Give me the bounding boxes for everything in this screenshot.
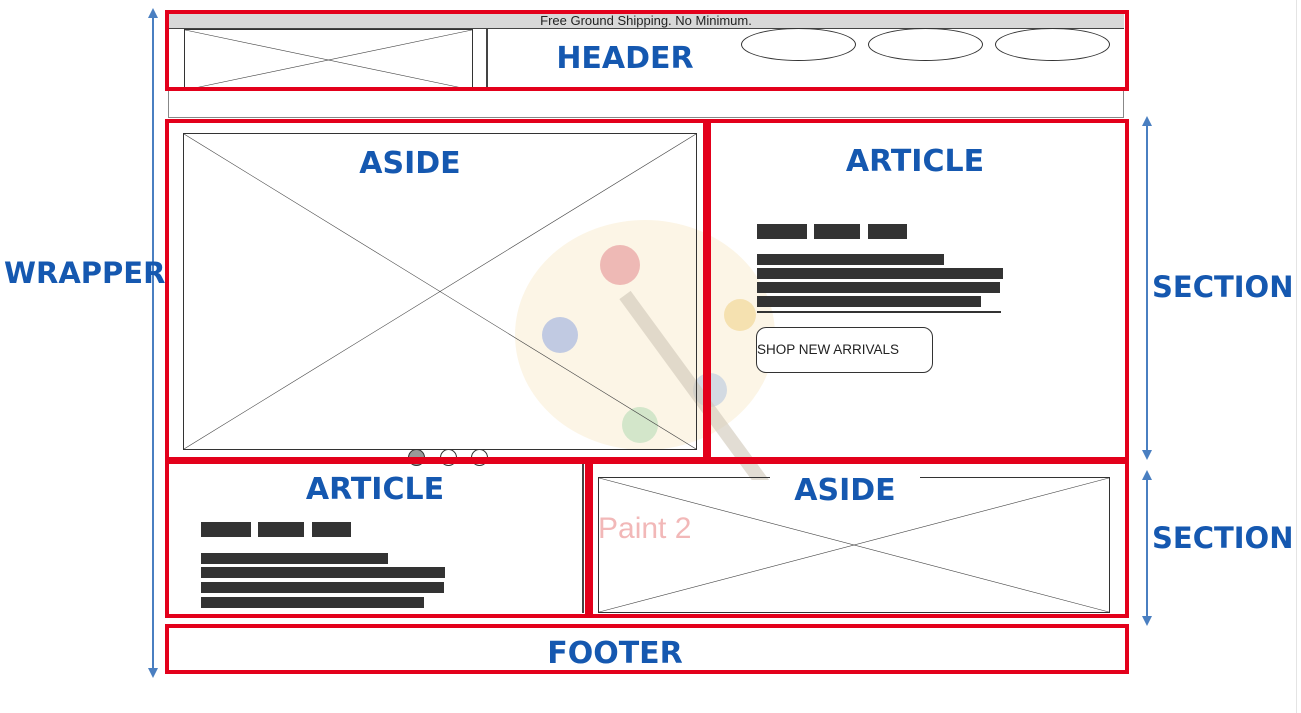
header-region: [165, 10, 1129, 91]
section-top-label: SECTION: [1152, 270, 1294, 304]
section-bottom-arrow-heads: [1142, 470, 1152, 626]
article-bottom-line-2: [201, 567, 445, 578]
page-edge-line: [1296, 0, 1297, 713]
header-vertical-divider: [486, 29, 488, 88]
article-bottom-label: ARTICLE: [305, 472, 445, 507]
article-top-tag-2: [814, 224, 860, 239]
nav-pill-3[interactable]: [995, 28, 1110, 61]
article-bottom-tag-3: [312, 522, 351, 537]
article-bottom-line-3: [201, 582, 444, 593]
logo-placeholder: [184, 29, 473, 91]
aside-bottom-label: ASIDE: [770, 473, 920, 508]
article-top-tag-1: [757, 224, 807, 239]
article-top-rule: [757, 311, 1001, 313]
shipping-banner: Free Ground Shipping. No Minimum.: [168, 14, 1124, 28]
header-label: HEADER: [556, 41, 694, 76]
nav-strip: [168, 88, 1124, 118]
article-bottom-tag-1: [201, 522, 251, 537]
shop-new-arrivals-button[interactable]: SHOP NEW ARRIVALS: [756, 327, 933, 373]
nav-pill-1[interactable]: [741, 28, 856, 61]
section-top-arrow-heads: [1142, 116, 1152, 460]
hero-image-placeholder: [183, 133, 697, 450]
article-top-line-3: [757, 282, 1000, 293]
wrapper-arrow: [152, 16, 154, 668]
article-top-region: [707, 119, 1129, 461]
aside-top-region: [165, 119, 707, 461]
footer-region: [165, 624, 1129, 674]
article-bottom-line-4: [201, 597, 424, 608]
nav-pill-2[interactable]: [868, 28, 983, 61]
article-top-tag-3: [868, 224, 907, 239]
aside-bottom-region: [589, 460, 1129, 618]
wrapper-arrow-heads: [148, 8, 158, 678]
section-top-arrow: [1146, 124, 1148, 452]
aside-top-label: ASIDE: [359, 146, 461, 181]
section-bottom-label: SECTION: [1152, 521, 1294, 555]
article-bottom-region: [165, 460, 589, 618]
section-bottom-arrow: [1146, 478, 1148, 616]
header-divider: [168, 28, 1124, 29]
footer-label: FOOTER: [547, 636, 683, 671]
article-top-line-2: [757, 268, 1003, 279]
article-bottom-tag-2: [258, 522, 304, 537]
article-bottom-divider: [582, 463, 584, 613]
article-top-label: ARTICLE: [845, 144, 985, 179]
article-top-line-4: [757, 296, 981, 307]
article-bottom-line-1: [201, 553, 388, 564]
wrapper-label: WRAPPER: [4, 256, 166, 290]
watermark-text: Paint 2: [598, 512, 692, 545]
article-top-line-1: [757, 254, 944, 265]
